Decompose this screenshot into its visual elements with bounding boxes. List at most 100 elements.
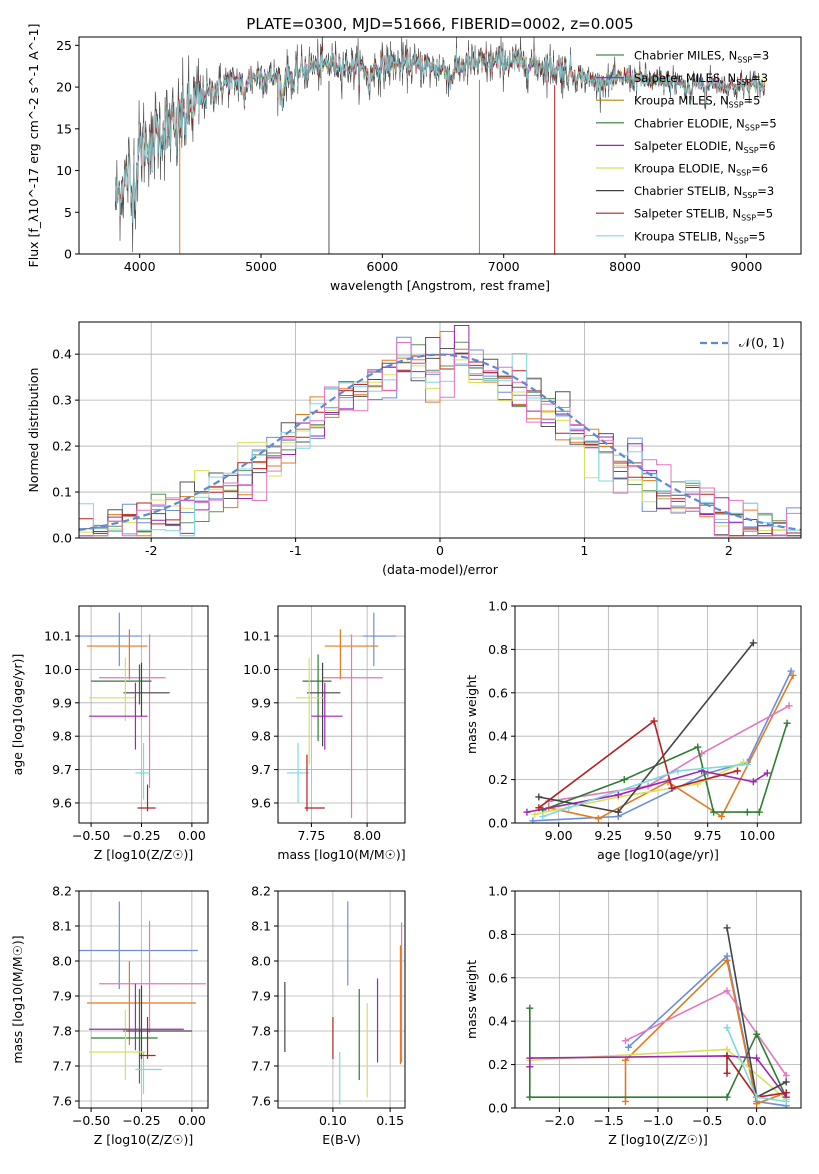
y-tick-label: 1.0 xyxy=(488,599,508,614)
x-tick-label: -2 xyxy=(145,543,157,558)
data-point-8 xyxy=(137,784,156,812)
normal-curve xyxy=(79,353,801,531)
y-axis-label: mass [log10(M/M☉)] xyxy=(10,935,25,1063)
y-tick-label: 9.9 xyxy=(251,695,271,710)
x-tick-label: 7000 xyxy=(488,259,520,274)
x-axis-label: mass [log10(M/M☉)] xyxy=(277,847,405,862)
weight-marker xyxy=(753,1093,761,1101)
x-tick-label: 0.0 xyxy=(747,1113,767,1128)
y-tick-label: 9.8 xyxy=(52,729,72,744)
y-tick-label: 0.3 xyxy=(52,393,72,408)
x-tick-label: −0.50 xyxy=(72,1113,110,1128)
y-tick-label: 0.0 xyxy=(52,531,72,546)
y-tick-label: 0.0 xyxy=(488,1101,508,1116)
weight-marker xyxy=(535,793,543,801)
weight-marker xyxy=(723,956,731,964)
x-tick-label: 7.75 xyxy=(297,828,325,843)
legend-label: Chabrier ELODIE, NSSP=5 xyxy=(634,116,777,132)
weight-line-2 xyxy=(625,989,787,1076)
spectrum-line-8 xyxy=(115,48,765,224)
weight-marker xyxy=(783,719,791,727)
x-tick-label: 8.00 xyxy=(353,828,381,843)
y-tick-label: 10.0 xyxy=(44,662,72,677)
y-tick-label: 7.9 xyxy=(251,989,271,1004)
weight-marker xyxy=(749,639,757,647)
y-axis-label: Flux [f_λ10^-17 erg cm^-2 s^-1 A^-1] xyxy=(26,24,41,268)
y-tick-label: 0.2 xyxy=(488,772,508,787)
y-tick-label: 7.6 xyxy=(52,1094,72,1109)
weight-marker xyxy=(526,1054,534,1062)
y-tick-label: 7.8 xyxy=(52,1024,72,1039)
y-tick-label: 5 xyxy=(64,205,72,220)
panel-residual-histogram: -2 -1 0 1 2 0.0 0.1 0.2 0.3 0.4 (data-model)/error… xyxy=(26,321,802,577)
weight-marker xyxy=(723,1052,731,1060)
x-tick-label: 0.00 xyxy=(178,828,206,843)
weight-marker xyxy=(531,810,539,818)
plot-area xyxy=(284,901,403,1105)
y-tick-label: 9.7 xyxy=(251,762,271,777)
weight-line-1 xyxy=(624,958,787,1105)
x-tick-label: 9.50 xyxy=(644,828,672,843)
y-tick-label: 7.9 xyxy=(52,989,72,1004)
y-tick-label: 20 xyxy=(56,80,72,95)
x-tick-label: −1.0 xyxy=(643,1113,673,1128)
x-axis-label: E(B-V) xyxy=(322,1132,361,1147)
weight-marker xyxy=(565,804,573,812)
y-tick-label: 10.0 xyxy=(243,662,271,677)
weight-marker xyxy=(710,808,718,816)
y-tick-label: 0.6 xyxy=(488,970,508,985)
weight-marker xyxy=(539,812,547,820)
weight-marker xyxy=(523,808,531,816)
data-point-6 xyxy=(89,682,148,750)
weight-marker xyxy=(785,702,793,710)
data-point-5 xyxy=(295,657,325,765)
weight-marker xyxy=(723,987,731,995)
y-tick-label: 0.6 xyxy=(488,685,508,700)
x-tick-label: 0.10 xyxy=(319,1113,347,1128)
y-tick-label: 9.8 xyxy=(251,729,271,744)
axes-frame xyxy=(78,890,209,1109)
data-point-3 xyxy=(91,664,152,705)
x-tick-label: −1.5 xyxy=(594,1113,624,1128)
x-axis-label: Z [log10(Z/Z☉)] xyxy=(608,1132,708,1147)
panel-massweight-vs-Z: −2.0 −1.5 −1.0 −0.5 0.0 0.0 0.2 0.4 0.6 0.8 1.0 Z [… xyxy=(464,884,802,1147)
data-point-4 xyxy=(123,985,192,1059)
x-tick-label: 10.00 xyxy=(739,828,775,843)
y-tick-label: 0.2 xyxy=(52,439,72,454)
panel-mass-vs-Z: −0.50 −0.25 0.00 7.6 7.7 7.8 7.9 8.0 8.1 8.2 Z [lo… xyxy=(10,884,209,1147)
weight-marker xyxy=(749,778,757,786)
legend-label: Salpeter STELIB, NSSP=5 xyxy=(634,207,773,223)
weight-marker xyxy=(782,1078,790,1086)
data-point-0 xyxy=(79,612,142,667)
weight-marker xyxy=(743,808,751,816)
y-tick-label: 0.0 xyxy=(488,816,508,831)
y-tick-label: 0.8 xyxy=(488,642,508,657)
x-tick-label: 9.25 xyxy=(594,828,622,843)
x-axis-label: (data-model)/error xyxy=(382,562,499,577)
y-tick-label: 7.6 xyxy=(251,1094,271,1109)
data-point-7 xyxy=(135,1052,162,1094)
legend-label: Chabrier STELIB, NSSP=3 xyxy=(634,184,774,200)
plot-area xyxy=(79,325,801,537)
data-point-6 xyxy=(89,983,184,1051)
x-axis-label: wavelength [Angstrom, rest frame] xyxy=(330,278,550,293)
data-point-4 xyxy=(123,662,170,717)
data-point-1 xyxy=(87,629,148,680)
data-point-4 xyxy=(306,662,341,747)
weight-marker xyxy=(782,1097,790,1105)
weight-marker xyxy=(614,791,622,799)
x-tick-label: 0.15 xyxy=(376,1113,404,1128)
legend-label: Chabrier MILES, NSSP=3 xyxy=(634,49,769,65)
data-point-2 xyxy=(99,634,166,788)
x-tick-label: 5000 xyxy=(245,259,277,274)
x-tick-label: 9000 xyxy=(730,259,762,274)
weight-marker xyxy=(753,1054,761,1062)
panel-spectrum: 4000 5000 6000 7000 8000 9000 0 5 10 15 20 25 wavele… xyxy=(26,24,802,293)
weight-marker xyxy=(763,769,771,777)
weight-marker xyxy=(526,1063,534,1071)
weight-marker xyxy=(743,760,751,768)
weight-marker xyxy=(621,1056,629,1064)
x-tick-label: −0.5 xyxy=(692,1113,722,1128)
